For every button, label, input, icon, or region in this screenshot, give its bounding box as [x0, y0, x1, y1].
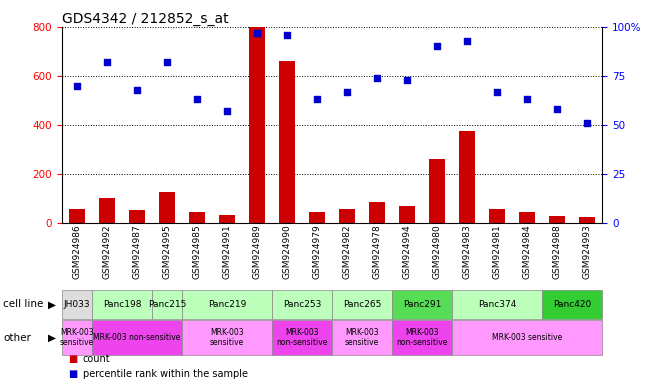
Point	[222, 108, 232, 114]
Text: Panc215: Panc215	[148, 300, 186, 309]
Point	[102, 59, 112, 65]
Point	[432, 43, 442, 50]
Point	[342, 88, 352, 94]
Text: GSM924985: GSM924985	[193, 225, 201, 280]
Bar	[309, 212, 326, 223]
Point	[492, 88, 503, 94]
Text: GSM924986: GSM924986	[72, 225, 81, 280]
Text: MRK-003 sensitive: MRK-003 sensitive	[492, 333, 562, 342]
Text: count: count	[83, 354, 110, 364]
Text: GSM924981: GSM924981	[493, 225, 502, 280]
Bar	[549, 216, 566, 223]
Text: Panc374: Panc374	[478, 300, 516, 309]
Text: ▶: ▶	[48, 333, 55, 343]
Text: GSM924978: GSM924978	[372, 225, 381, 280]
Bar	[459, 131, 475, 223]
Point	[161, 59, 172, 65]
Point	[522, 96, 533, 103]
Point	[582, 120, 592, 126]
Text: ■: ■	[68, 369, 77, 379]
Text: GSM924991: GSM924991	[223, 225, 232, 280]
Bar	[519, 212, 535, 223]
Text: GSM924980: GSM924980	[432, 225, 441, 280]
Point	[191, 96, 202, 103]
Text: ▶: ▶	[48, 299, 55, 310]
Text: GDS4342 / 212852_s_at: GDS4342 / 212852_s_at	[62, 12, 229, 26]
Bar	[279, 61, 296, 223]
Text: Panc253: Panc253	[283, 300, 321, 309]
Point	[72, 83, 82, 89]
Text: GSM924993: GSM924993	[583, 225, 592, 280]
Text: cell line: cell line	[3, 299, 44, 310]
Point	[132, 86, 142, 93]
Point	[462, 38, 473, 44]
Text: GSM924990: GSM924990	[283, 225, 292, 280]
Bar	[98, 198, 115, 223]
Text: MRK-003
sensitive: MRK-003 sensitive	[210, 328, 244, 347]
Point	[252, 30, 262, 36]
Text: percentile rank within the sample: percentile rank within the sample	[83, 369, 247, 379]
Text: MRK-003
sensitive: MRK-003 sensitive	[60, 328, 94, 347]
Bar	[249, 27, 265, 223]
Point	[552, 106, 562, 112]
Text: GSM924988: GSM924988	[553, 225, 562, 280]
Text: MRK-003
non-sensitive: MRK-003 non-sensitive	[396, 328, 448, 347]
Text: ■: ■	[68, 354, 77, 364]
Text: GSM924994: GSM924994	[402, 225, 411, 279]
Text: GSM924979: GSM924979	[312, 225, 322, 280]
Bar	[368, 202, 385, 223]
Point	[312, 96, 322, 103]
Bar	[579, 217, 596, 223]
Bar	[159, 192, 175, 223]
Text: GSM924992: GSM924992	[102, 225, 111, 279]
Text: GSM924984: GSM924984	[523, 225, 532, 279]
Point	[282, 31, 292, 38]
Bar	[429, 159, 445, 223]
Text: Panc291: Panc291	[403, 300, 441, 309]
Bar	[489, 209, 505, 223]
Text: GSM924983: GSM924983	[463, 225, 471, 280]
Text: Panc198: Panc198	[103, 300, 141, 309]
Text: GSM924982: GSM924982	[342, 225, 352, 279]
Text: Panc420: Panc420	[553, 300, 591, 309]
Point	[402, 77, 412, 83]
Text: MRK-003
sensitive: MRK-003 sensitive	[345, 328, 379, 347]
Bar	[189, 212, 205, 223]
Bar	[339, 209, 355, 223]
Bar	[219, 215, 235, 223]
Text: MRK-003
non-sensitive: MRK-003 non-sensitive	[276, 328, 327, 347]
Point	[372, 75, 382, 81]
Text: MRK-003 non-sensitive: MRK-003 non-sensitive	[93, 333, 180, 342]
Text: Panc265: Panc265	[343, 300, 381, 309]
Text: Panc219: Panc219	[208, 300, 246, 309]
Bar	[68, 209, 85, 223]
Text: GSM924989: GSM924989	[253, 225, 262, 280]
Bar	[129, 210, 145, 223]
Text: GSM924995: GSM924995	[162, 225, 171, 280]
Bar	[399, 205, 415, 223]
Text: GSM924987: GSM924987	[132, 225, 141, 280]
Text: JH033: JH033	[64, 300, 90, 309]
Text: other: other	[3, 333, 31, 343]
